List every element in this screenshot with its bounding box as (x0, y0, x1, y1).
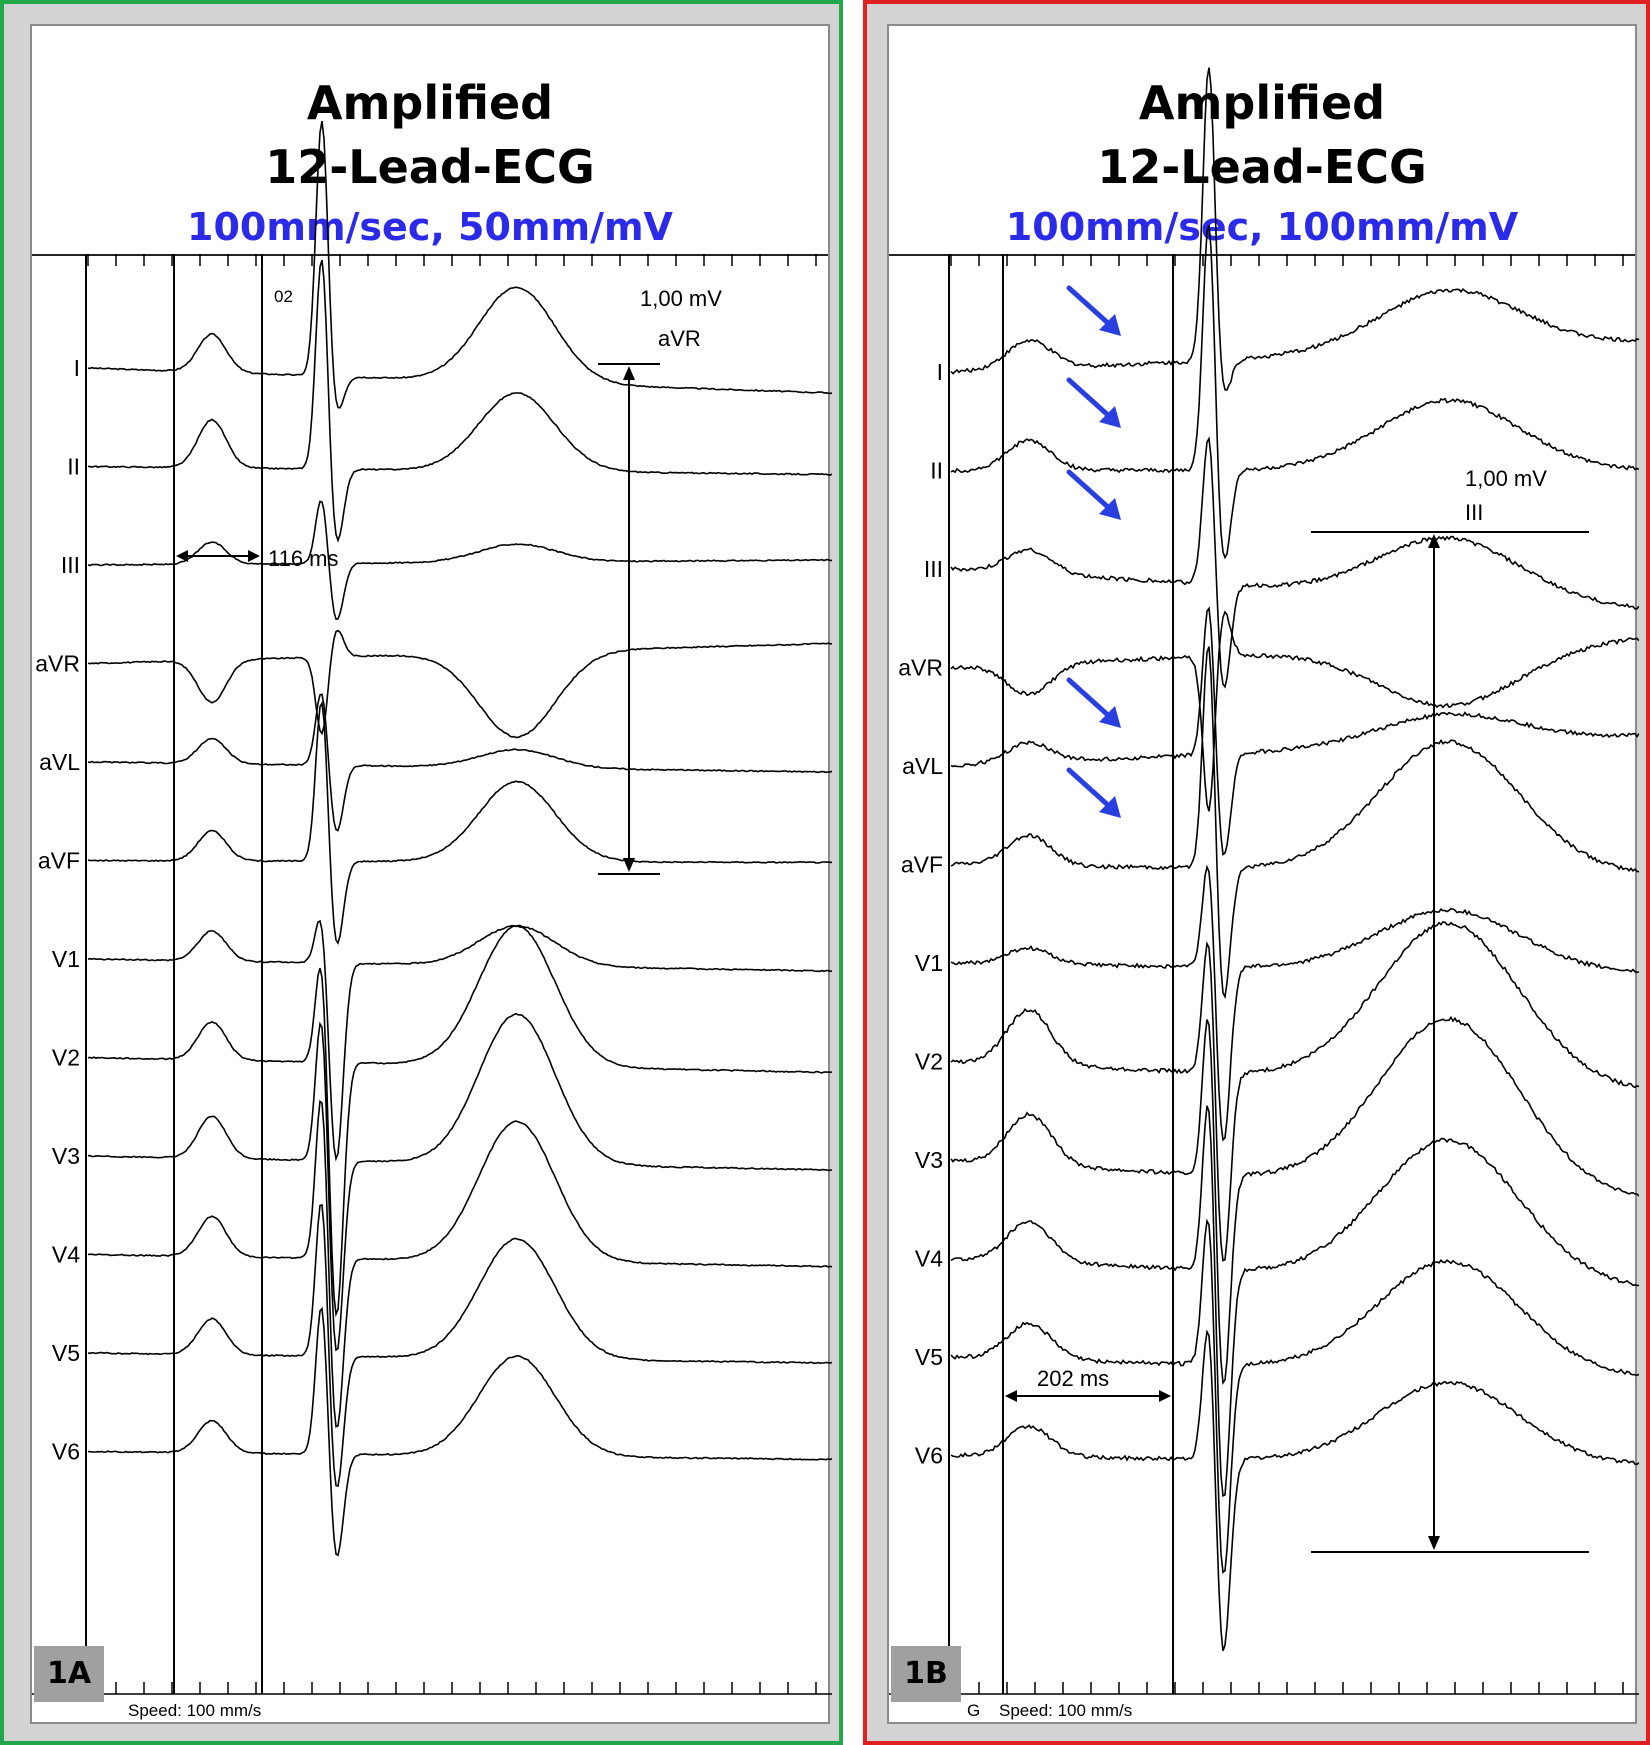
trace-v3 (88, 1012, 832, 1352)
blue-arrow-ii (1066, 377, 1112, 419)
lead-label-avr: aVR (35, 651, 80, 677)
trace-ii (950, 224, 1639, 560)
panel-1b-interval-arrow-left (1005, 1390, 1017, 1402)
blue-arrow-head (1099, 406, 1121, 428)
lead-label-v6: V6 (915, 1443, 943, 1469)
trace-avr (950, 610, 1639, 812)
lead-label-v5: V5 (52, 1340, 80, 1366)
panel-1a-badge: 1A (34, 1646, 104, 1702)
blue-arrow-head (1099, 706, 1121, 728)
ecg-panel-1a: Amplified 12-Lead-ECG 100mm/sec, 50mm/mV… (30, 24, 832, 1724)
panel-1a-speed-label: Speed: 100 mm/s (128, 1701, 261, 1720)
panel-1b-badge: 1B (891, 1646, 961, 1702)
lead-label-v2: V2 (915, 1049, 943, 1075)
lead-label-v4: V4 (52, 1242, 80, 1268)
trace-v3 (950, 1015, 1639, 1386)
panel-1b-calibration-arrow-up (1428, 534, 1440, 548)
panel-1b-axis-ticks (950, 254, 1624, 1694)
blue-arrow-head (1099, 314, 1121, 336)
lead-label-v3: V3 (915, 1147, 943, 1173)
trace-avl (87, 693, 832, 832)
panel-1b-calibration-arrow-down (1428, 1536, 1440, 1550)
ecg-panel-1b: Amplified 12-Lead-ECG 100mm/sec, 100mm/m… (887, 24, 1639, 1724)
lead-label-i: I (937, 359, 943, 385)
trace-avl (950, 606, 1639, 856)
blue-arrow-i (1066, 285, 1112, 327)
lead-label-iii: III (61, 552, 80, 578)
panel-1b: Amplified 12-Lead-ECG 100mm/sec, 100mm/m… (863, 0, 1650, 1745)
lead-label-ii: II (67, 454, 80, 480)
lead-label-v2: V2 (52, 1045, 80, 1071)
lead-label-avf: aVF (901, 852, 943, 878)
lead-label-v1: V1 (915, 950, 943, 976)
panel-1a-interval-arrow-right (248, 550, 260, 562)
panel-1a-header: Amplified 12-Lead-ECG 100mm/sec, 50mm/mV (32, 26, 828, 256)
trace-avr (87, 629, 832, 739)
trace-v5 (950, 1218, 1639, 1574)
trace-v2 (87, 925, 832, 1318)
panel-1b-calibration-lead: III (1465, 500, 1483, 525)
trace-avf (87, 700, 832, 945)
panel-1a-axis-ticks (87, 254, 817, 1694)
blue-arrow-avf (1066, 767, 1112, 809)
lead-label-avf: aVF (38, 848, 80, 874)
panel-1b-interval-label: 202 ms (1037, 1366, 1109, 1391)
lead-label-v1: V1 (52, 946, 80, 972)
panel-1a-title-line2: 12-Lead-ECG (265, 140, 595, 194)
panel-1a-calibration-value: 1,00 mV (640, 286, 722, 311)
trace-v1 (87, 919, 832, 1162)
panel-1b-traces (950, 67, 1639, 1652)
panel-1a-traces (87, 120, 832, 1557)
panel-1a-title-line1: Amplified (306, 76, 554, 130)
panel-1b-title-line1: Amplified (1138, 76, 1386, 130)
panel-1a-calibration-arrow-up (623, 366, 635, 380)
lead-label-v6: V6 (52, 1439, 80, 1465)
trace-iii (87, 500, 832, 620)
lead-label-ii: II (930, 458, 943, 484)
panel-1b-interval-arrow-right (1159, 1390, 1171, 1402)
trace-i (950, 67, 1639, 391)
panel-1a-calibration-arrow-down (623, 858, 635, 872)
trace-ii (87, 259, 832, 543)
blue-arrow-iii (1066, 469, 1112, 511)
trace-avf (950, 646, 1639, 1000)
lead-label-v3: V3 (52, 1143, 80, 1169)
lead-label-avl: aVL (39, 749, 80, 775)
trace-v5 (87, 1203, 832, 1487)
panel-1a: Amplified 12-Lead-ECG 100mm/sec, 50mm/mV… (0, 0, 843, 1745)
panel-1a-interval-arrow-left (176, 550, 188, 562)
trace-iii (950, 436, 1639, 689)
trace-v6 (950, 1329, 1639, 1652)
lead-label-avl: aVL (902, 753, 943, 779)
trace-v6 (87, 1306, 832, 1557)
lead-label-v4: V4 (915, 1246, 943, 1272)
lead-label-v5: V5 (915, 1344, 943, 1370)
panel-1b-calibration-value: 1,00 mV (1465, 466, 1547, 491)
panel-1b-title-line2: 12-Lead-ECG (1097, 140, 1427, 194)
blue-arrow-avl (1066, 677, 1112, 719)
trace-v4 (950, 1105, 1639, 1497)
trace-v2 (950, 920, 1639, 1262)
panel-1b-speed-prefix: G (967, 1701, 980, 1720)
panel-1b-header: Amplified 12-Lead-ECG 100mm/sec, 100mm/m… (889, 26, 1635, 256)
trace-v1 (950, 864, 1639, 1142)
trace-v4 (87, 1099, 832, 1428)
panel-1a-calibration-lead: aVR (658, 326, 701, 351)
lead-label-i: I (74, 355, 80, 381)
panel-1b-subtitle: 100mm/sec, 100mm/mV (1005, 205, 1519, 249)
panel-1a-marker-02: 02 (274, 287, 293, 306)
panel-1b-speed-label: Speed: 100 mm/s (999, 1701, 1132, 1720)
trace-i (87, 120, 832, 409)
panel-1a-subtitle: 100mm/sec, 50mm/mV (187, 205, 673, 249)
lead-label-iii: III (924, 556, 943, 582)
lead-label-avr: aVR (898, 655, 943, 681)
blue-arrow-head (1099, 498, 1121, 520)
panel-1a-interval-label: 116 ms (268, 546, 339, 571)
panel-1b-blue-arrows (1066, 285, 1121, 818)
blue-arrow-head (1099, 796, 1121, 818)
